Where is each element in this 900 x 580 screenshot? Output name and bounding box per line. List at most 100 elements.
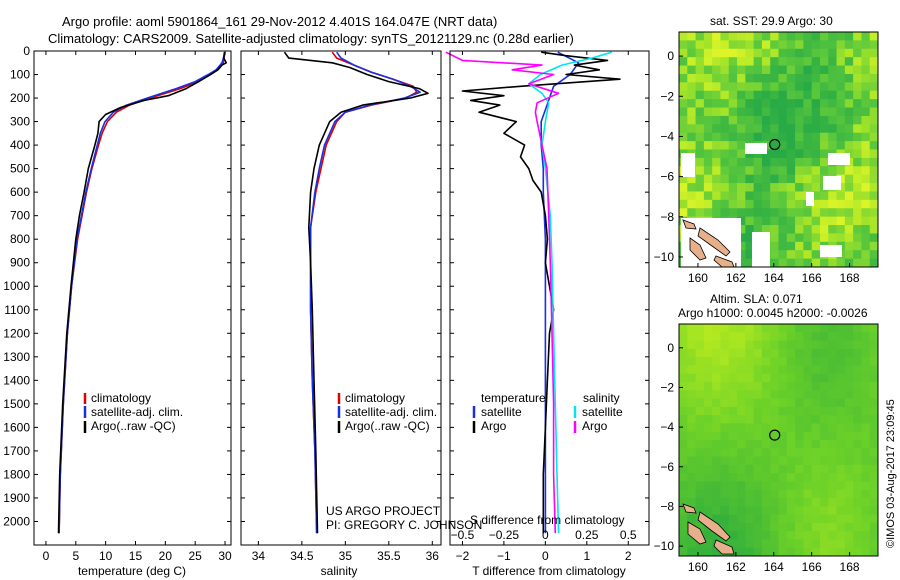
heatmap-cell <box>861 166 871 176</box>
heatmap-cell <box>795 65 804 75</box>
x-tick-label: 25 <box>189 549 203 563</box>
heatmap-cell <box>795 332 804 342</box>
x-tick-label: 15 <box>129 549 143 563</box>
heatmap-cell <box>695 440 705 449</box>
map-y-tick-label: 0 <box>667 49 674 63</box>
heatmap-cell <box>753 398 763 408</box>
heatmap-cell <box>836 415 846 425</box>
heatmap-cell <box>828 456 838 466</box>
heatmap-cell <box>844 464 854 474</box>
heatmap-cell <box>753 340 763 350</box>
title-line-1: Argo profile: aoml 5901864_161 29-Nov-20… <box>62 14 497 29</box>
heatmap-cell <box>811 40 821 50</box>
heatmap-cell <box>770 90 780 100</box>
heatmap-cell <box>778 132 788 142</box>
heatmap-cell <box>811 250 821 260</box>
map-x-tick-label: 164 <box>764 271 784 285</box>
heatmap-cell <box>745 489 755 499</box>
heatmap-cell <box>687 382 697 391</box>
heatmap-cell <box>861 440 871 449</box>
heatmap-cell <box>861 99 871 109</box>
heatmap-cell <box>853 390 863 400</box>
heatmap-cell <box>703 539 713 549</box>
heatmap-cell <box>737 456 746 466</box>
heatmap-cell <box>786 174 796 184</box>
heatmap-cell <box>819 208 829 218</box>
heatmap-cell <box>803 390 813 400</box>
heatmap-cell <box>844 547 854 556</box>
series-line-s-argo <box>445 51 560 534</box>
map-y-tick-label: −6 <box>660 460 674 474</box>
heatmap-cell <box>869 332 878 342</box>
heatmap-cell <box>761 199 771 209</box>
heatmap-cell <box>861 423 871 433</box>
heatmap-cell <box>679 489 688 499</box>
heatmap-cell <box>861 415 871 425</box>
heatmap-cell <box>753 191 763 201</box>
heatmap-cell <box>753 522 763 532</box>
heatmap-cell <box>761 208 771 218</box>
heatmap-cell <box>828 398 838 408</box>
heatmap-cell <box>712 99 722 109</box>
heatmap-cell <box>695 522 705 532</box>
heatmap-cell <box>737 90 746 100</box>
map-y-tick-label: −4 <box>660 420 674 434</box>
heatmap-cell <box>761 382 771 391</box>
heatmap-cell <box>770 398 780 408</box>
heatmap-cell <box>778 398 788 408</box>
heatmap-cell <box>869 233 878 243</box>
heatmap-cell <box>811 82 821 92</box>
heatmap-cell <box>836 365 846 375</box>
heatmap-cell <box>695 415 705 425</box>
heatmap-cell <box>687 539 697 549</box>
heatmap-cell <box>778 216 788 226</box>
heatmap-cell <box>803 531 813 541</box>
heatmap-cell <box>828 423 838 433</box>
heatmap-cell <box>753 107 763 117</box>
heatmap-cell <box>737 506 746 516</box>
heatmap-cell <box>869 73 878 83</box>
heatmap-cell <box>745 157 755 167</box>
heatmap-cell <box>770 107 780 117</box>
heatmap-cell <box>795 73 804 83</box>
heatmap-cell <box>844 132 854 142</box>
heatmap-cell <box>770 174 780 184</box>
sst-map-title: sat. SST: 29.9 Argo: 30 <box>710 14 833 28</box>
heatmap-cell <box>811 456 821 466</box>
heatmap-cell <box>819 406 829 416</box>
heatmap-cell <box>712 199 722 209</box>
heatmap-cell <box>786 48 796 58</box>
heatmap-cell <box>712 332 722 342</box>
heatmap-cell <box>770 423 780 433</box>
heatmap-cell <box>770 473 780 483</box>
heatmap-cell <box>720 440 730 449</box>
heatmap-cell <box>695 431 705 441</box>
heatmap-cell <box>803 539 813 549</box>
heatmap-cell <box>844 332 854 342</box>
heatmap-cell <box>828 357 838 367</box>
heatmap-cell <box>811 324 821 333</box>
heatmap-cell <box>811 216 821 226</box>
heatmap-cell <box>828 82 838 92</box>
heatmap-cell <box>679 357 688 367</box>
heatmap-cell <box>811 423 821 433</box>
heatmap-cell <box>844 514 854 524</box>
heatmap-cell <box>679 423 688 433</box>
heatmap-cell <box>853 423 863 433</box>
difference-axis: −2 −1 0 1 2 −0.5 −0.25 0 0.25 0.5 <box>450 50 649 563</box>
heatmap-cell <box>720 431 730 441</box>
heatmap-cell <box>819 547 829 556</box>
heatmap-cell <box>819 514 829 524</box>
heatmap-cell <box>778 373 788 383</box>
heatmap-cell <box>786 183 796 193</box>
heatmap-cell <box>853 191 863 201</box>
heatmap-cell <box>786 340 796 350</box>
heatmap-cell <box>770 32 780 41</box>
heatmap-cell <box>836 489 846 499</box>
heatmap-cell <box>811 357 821 367</box>
heatmap-cell <box>695 481 705 491</box>
map-y-tick-label: −10 <box>654 539 675 553</box>
heatmap-cell <box>795 40 804 50</box>
legend-label-climatology: climatology <box>91 391 151 405</box>
heatmap-cell <box>753 216 763 226</box>
